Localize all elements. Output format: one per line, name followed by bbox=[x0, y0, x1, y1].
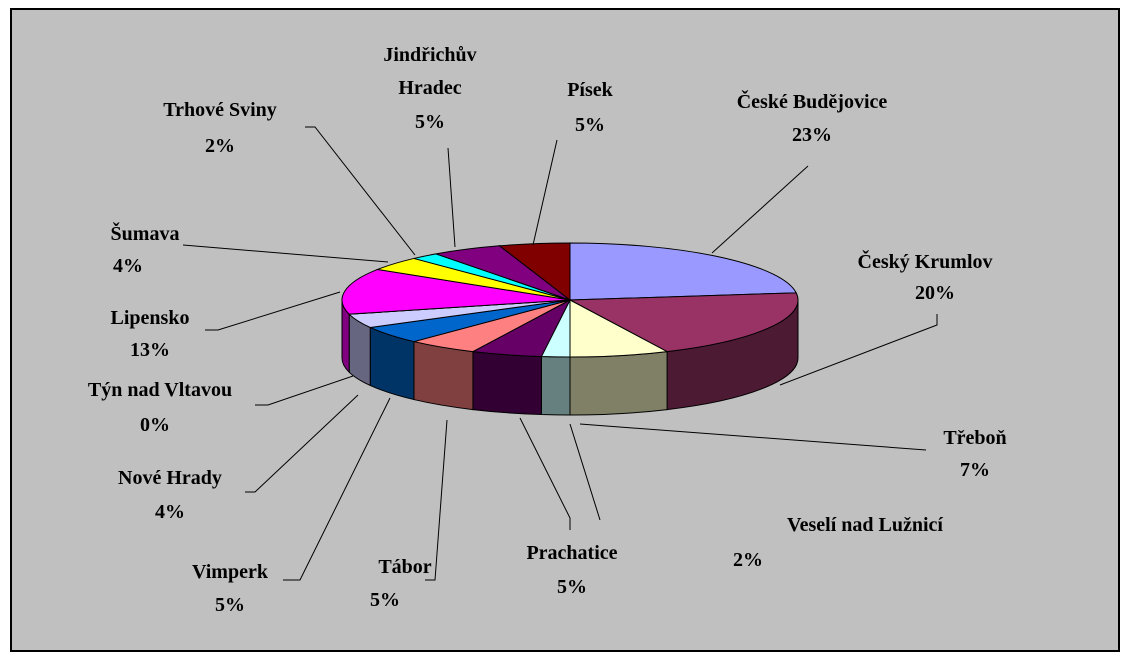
category-label: Tábor bbox=[378, 556, 432, 578]
category-label: České Budějovice bbox=[736, 91, 888, 113]
value-label: 0% bbox=[140, 414, 170, 436]
leader-line bbox=[519, 417, 571, 530]
value-label: 5% bbox=[370, 589, 400, 611]
slice bbox=[568, 292, 799, 353]
value-label: 2% bbox=[205, 135, 235, 157]
value-label: 20% bbox=[915, 282, 955, 304]
slice-side bbox=[413, 340, 474, 411]
value-label: 5% bbox=[215, 594, 245, 616]
value-label: 5% bbox=[415, 111, 445, 133]
slice-side bbox=[569, 351, 668, 416]
category-label: Český Krumlov bbox=[857, 251, 993, 273]
slice bbox=[341, 268, 571, 315]
category-label: Šumava bbox=[110, 223, 180, 245]
leader-line bbox=[255, 375, 354, 406]
category-label: Vimperk bbox=[192, 561, 268, 583]
leader-line bbox=[779, 314, 938, 386]
category-label: Veselí nad Lužnicí bbox=[787, 514, 943, 536]
leader-line bbox=[532, 139, 558, 246]
category-label: Lipensko bbox=[110, 307, 190, 329]
leader-line bbox=[569, 423, 601, 521]
value-label: 13% bbox=[130, 339, 170, 361]
leader-line bbox=[205, 291, 341, 331]
value-label: 4% bbox=[155, 501, 185, 523]
leader-line bbox=[182, 244, 389, 263]
slice bbox=[569, 242, 798, 301]
value-label: 23% bbox=[792, 124, 832, 146]
value-label: 5% bbox=[575, 114, 605, 136]
category-label: Písek bbox=[567, 79, 613, 101]
leader-line bbox=[283, 397, 391, 581]
slice-side bbox=[540, 356, 571, 416]
leader-line bbox=[425, 419, 448, 581]
leader-line bbox=[447, 147, 456, 248]
slice bbox=[498, 242, 571, 302]
category-label: Prachatice bbox=[526, 542, 618, 564]
slice-side bbox=[472, 351, 542, 416]
leader-line bbox=[305, 126, 416, 256]
leader-line bbox=[579, 423, 927, 451]
category-label: Trhové Sviny bbox=[163, 99, 277, 121]
category-label: Jindřichův Hradec bbox=[383, 44, 477, 99]
value-label: 4% bbox=[113, 255, 143, 277]
leader-line bbox=[245, 394, 359, 493]
category-label: Týn nad Vltavou bbox=[87, 379, 233, 401]
value-label: 5% bbox=[557, 576, 587, 598]
category-label: Třeboň bbox=[943, 427, 1007, 449]
value-label: 7% bbox=[960, 459, 990, 481]
value-label: 2% bbox=[733, 549, 763, 571]
category-label: Nové Hrady bbox=[118, 467, 222, 489]
leader-line bbox=[711, 165, 809, 254]
